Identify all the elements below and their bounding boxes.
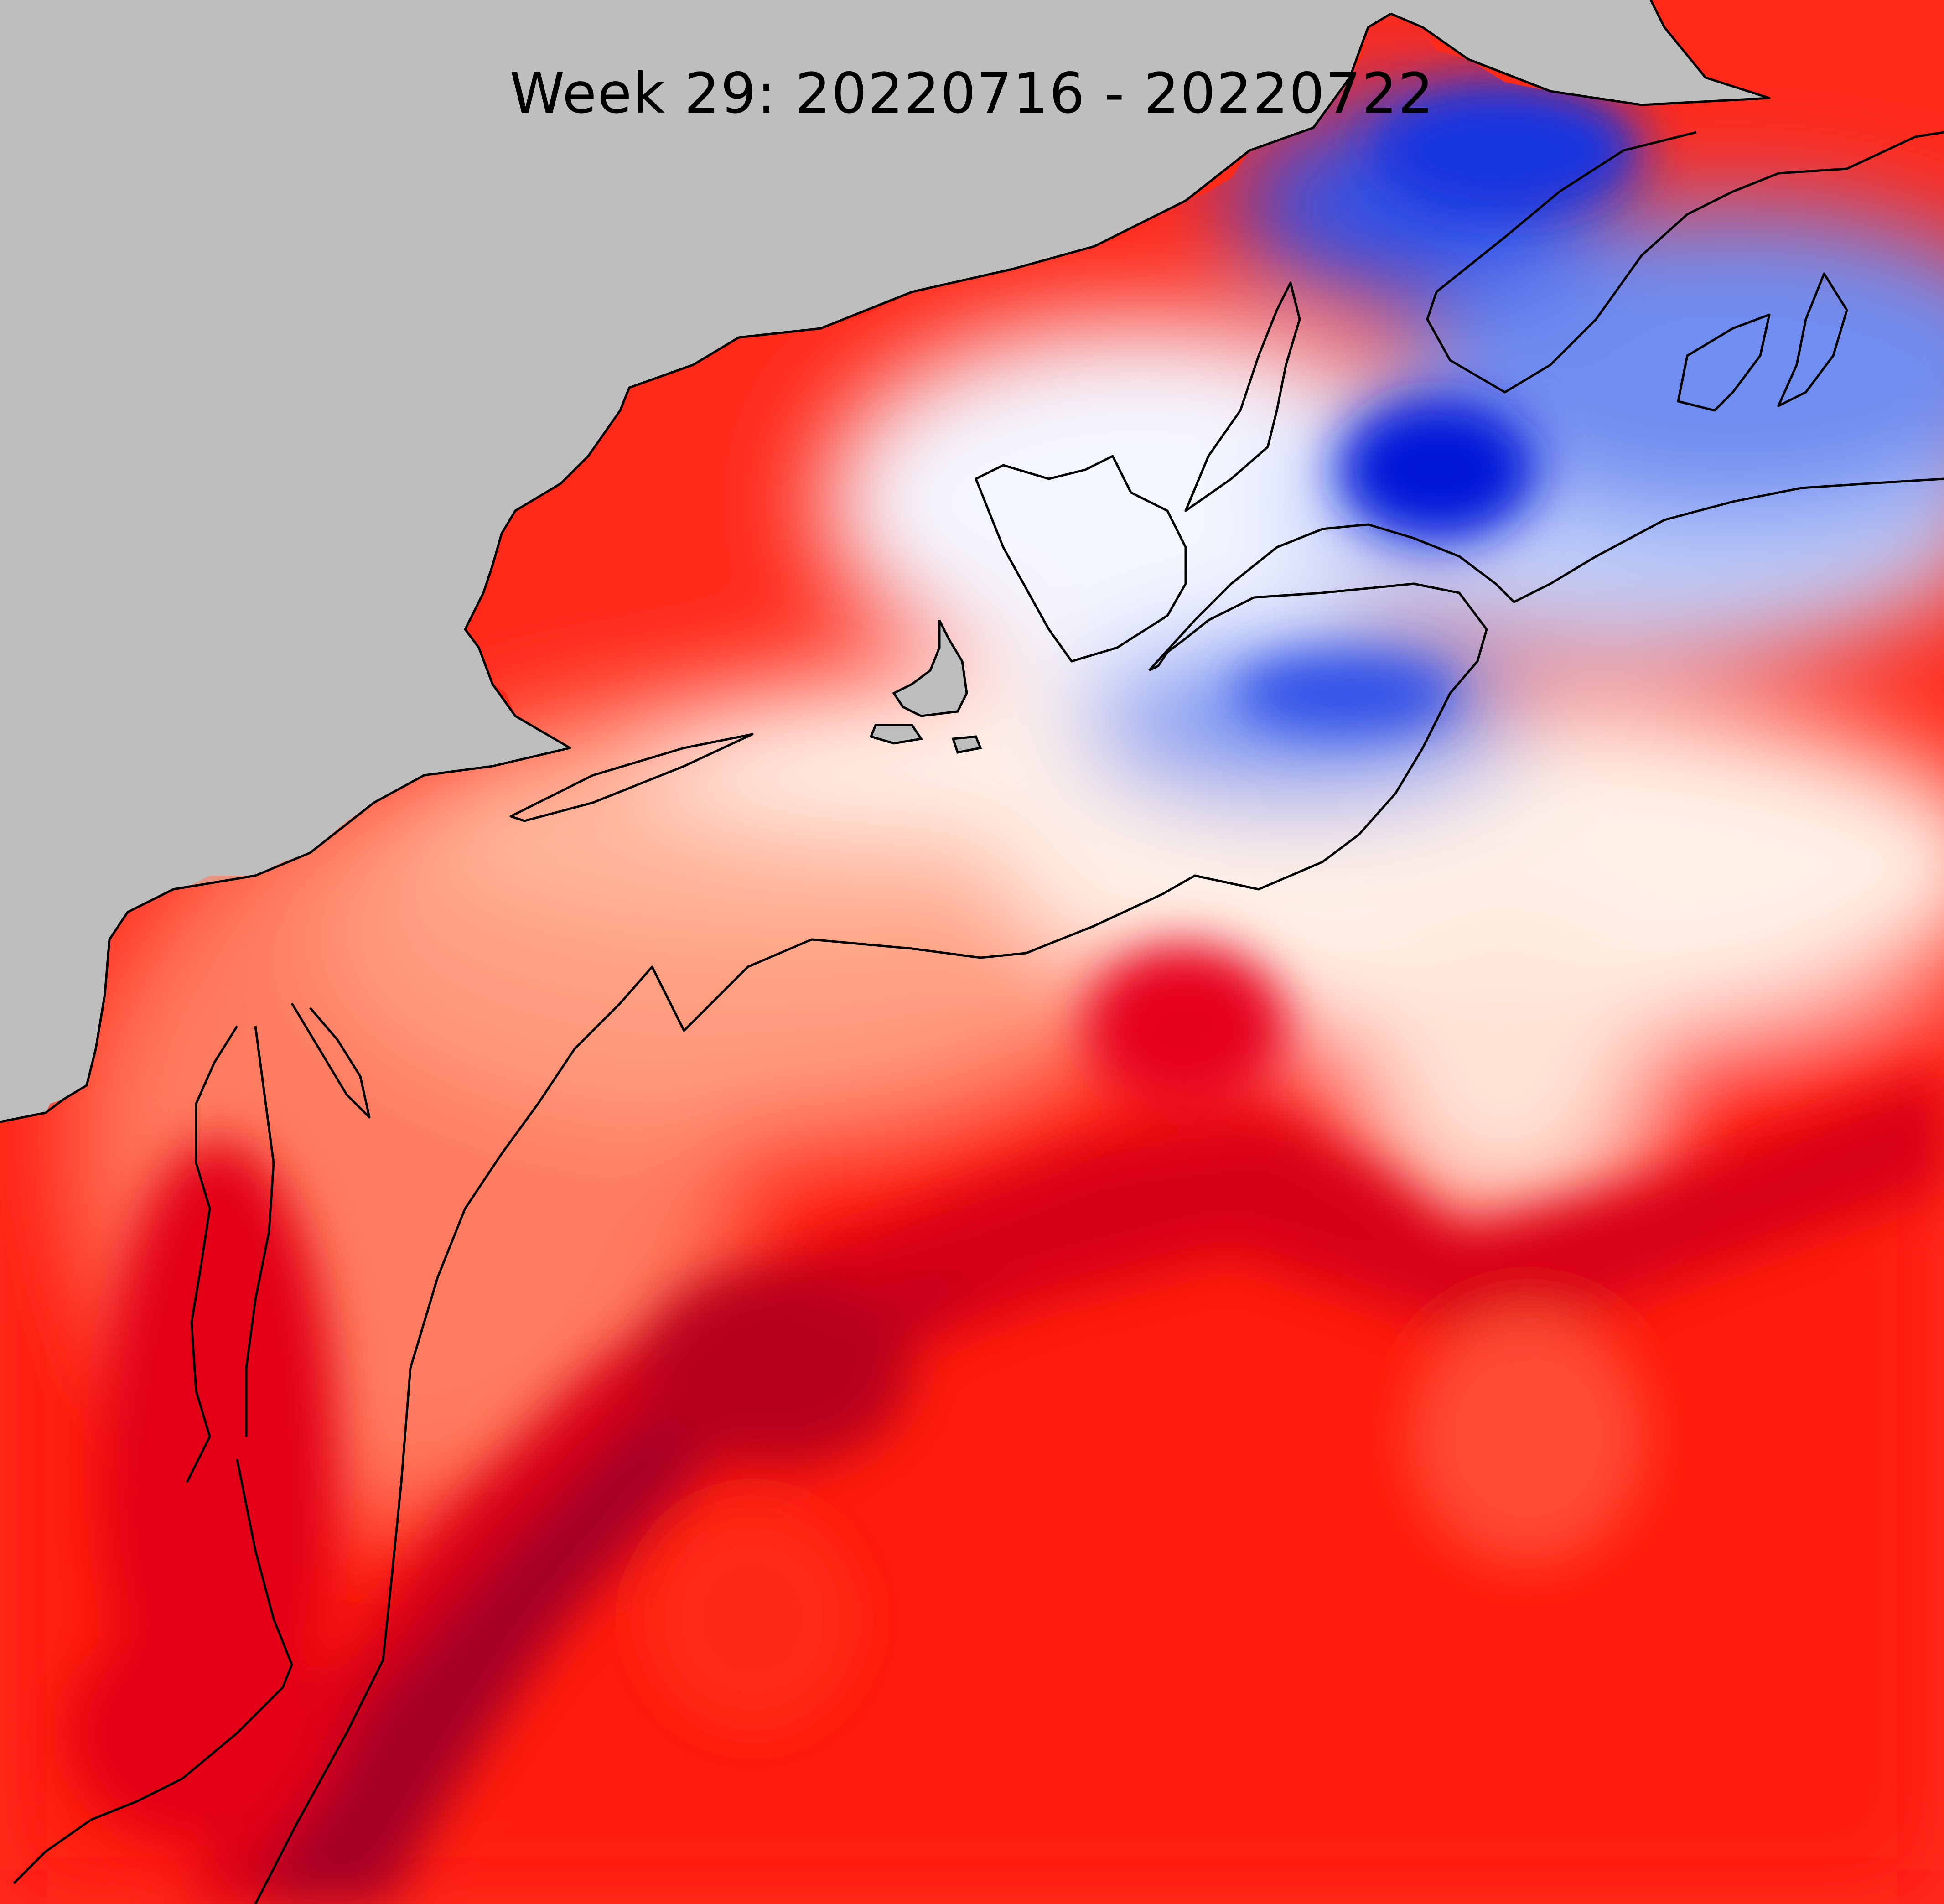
cool-center-bank [1231, 652, 1459, 734]
cool-center-gulf [1336, 397, 1537, 543]
warm-core-ring-1 [1085, 944, 1286, 1108]
map-title: Week 29: 20220716 - 20220722 [0, 59, 1944, 128]
warm-core-ring-2 [638, 1268, 912, 1468]
mild-ring-east [1409, 1309, 1646, 1564]
mild-ring-south [648, 1510, 857, 1728]
neutral-band-east-lobe [1368, 935, 1642, 1209]
